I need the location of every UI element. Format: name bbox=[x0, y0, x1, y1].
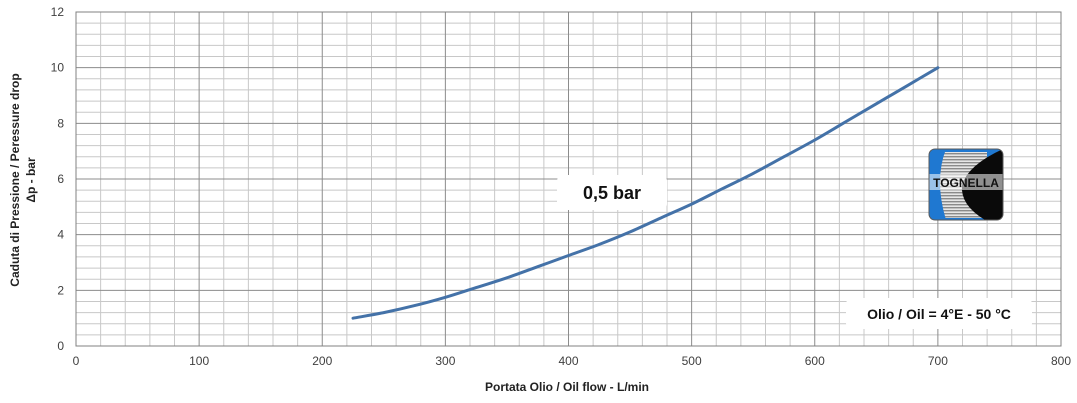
x-tick-label: 400 bbox=[558, 354, 578, 368]
y-tick-label: 8 bbox=[57, 116, 64, 130]
y-tick-label: 12 bbox=[51, 5, 65, 19]
logo-frame bbox=[928, 148, 1004, 221]
series-label-text: 0,5 bar bbox=[583, 183, 641, 203]
x-axis-title: Portata Olio / Oil flow - L/min bbox=[485, 380, 649, 394]
x-tick-label: 0 bbox=[73, 354, 80, 368]
y-tick-label: 6 bbox=[57, 172, 64, 186]
x-tick-label: 500 bbox=[682, 354, 702, 368]
x-tick-label: 600 bbox=[805, 354, 825, 368]
x-tick-label: 200 bbox=[312, 354, 332, 368]
logo-text: TOGNELLA bbox=[933, 176, 999, 190]
y-tick-label: 4 bbox=[57, 228, 64, 242]
series-line-0-5-bar bbox=[351, 66, 940, 320]
x-tick-label: 700 bbox=[928, 354, 948, 368]
series-label-callout: 0,5 bar bbox=[557, 175, 667, 210]
y-tick-label: 0 bbox=[57, 339, 64, 353]
y-axis-tick-labels: 0 2 4 6 8 10 12 bbox=[51, 5, 65, 353]
oil-condition-box bbox=[846, 298, 1032, 329]
x-tick-label: 300 bbox=[435, 354, 455, 368]
oil-condition-callout: Olio / Oil = 4°E - 50 °C bbox=[846, 298, 1032, 329]
oil-condition-text: Olio / Oil = 4°E - 50 °C bbox=[867, 306, 1011, 322]
x-axis-tick-labels: 0 100 200 300 400 500 600 700 800 bbox=[73, 354, 1072, 368]
series-layer bbox=[351, 66, 940, 320]
plot-area-border bbox=[75, 11, 1062, 347]
tognella-logo: TOGNELLA bbox=[928, 148, 1004, 221]
x-tick-label: 100 bbox=[189, 354, 209, 368]
series-label-box bbox=[557, 175, 667, 210]
y-tick-label: 2 bbox=[57, 283, 64, 297]
y-axis-title-line2: Δp - bar bbox=[24, 157, 38, 203]
x-tick-label: 800 bbox=[1051, 354, 1071, 368]
y-axis-title-line1: Caduta di Pressione / Peressure drop bbox=[8, 73, 22, 286]
logo-text-band bbox=[929, 174, 1003, 190]
y-tick-label: 10 bbox=[51, 61, 65, 75]
